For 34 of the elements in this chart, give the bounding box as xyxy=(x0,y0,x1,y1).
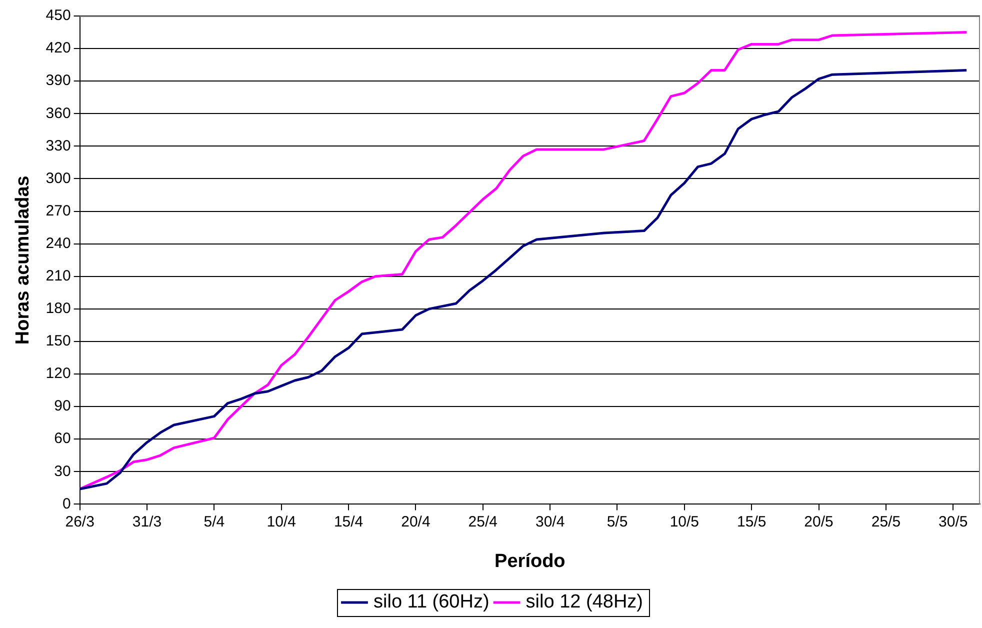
x-tick-label: 30/5 xyxy=(938,513,968,530)
y-tick-label: 180 xyxy=(46,300,71,318)
x-tick-label: 10/4 xyxy=(266,513,296,530)
x-tick-label: 31/3 xyxy=(132,513,162,530)
y-tick-label: 60 xyxy=(54,430,71,448)
y-tick-label: 450 xyxy=(46,7,71,24)
y-tick-label: 240 xyxy=(46,234,71,252)
x-tick-label: 20/4 xyxy=(401,513,430,530)
x-tick-label: 20/5 xyxy=(804,513,834,530)
x-tick-label: 25/4 xyxy=(468,513,498,530)
y-tick-label: 30 xyxy=(54,462,71,480)
y-tick-label: 120 xyxy=(46,365,71,382)
x-tick-label: 5/5 xyxy=(606,513,628,530)
x-tick-label: 15/4 xyxy=(334,513,364,530)
y-tick-label: 90 xyxy=(54,398,71,415)
legend-label: silo 12 (48Hz) xyxy=(526,592,644,613)
y-tick-label: 300 xyxy=(46,170,71,187)
y-tick-label: 390 xyxy=(46,72,71,90)
x-tick-label: 10/5 xyxy=(670,513,700,530)
y-tick-label: 360 xyxy=(46,104,71,122)
x-tick-label: 30/4 xyxy=(535,513,565,530)
legend-label: silo 11 (60Hz) xyxy=(373,592,490,613)
y-tick-label: 210 xyxy=(46,268,71,285)
x-tick-label: 25/5 xyxy=(871,513,901,530)
y-tick-label: 150 xyxy=(46,332,71,350)
y-tick-label: 420 xyxy=(46,40,71,57)
x-tick-label: 5/4 xyxy=(204,513,225,530)
x-tick-label: 26/3 xyxy=(65,513,94,530)
x-axis-title: Período xyxy=(494,550,566,572)
y-axis-title: Horas acumuladas xyxy=(12,176,34,345)
y-tick-label: 0 xyxy=(62,495,71,512)
y-tick-label: 330 xyxy=(46,137,71,154)
y-tick-label: 270 xyxy=(46,202,71,220)
x-tick-label: 15/5 xyxy=(736,513,766,530)
